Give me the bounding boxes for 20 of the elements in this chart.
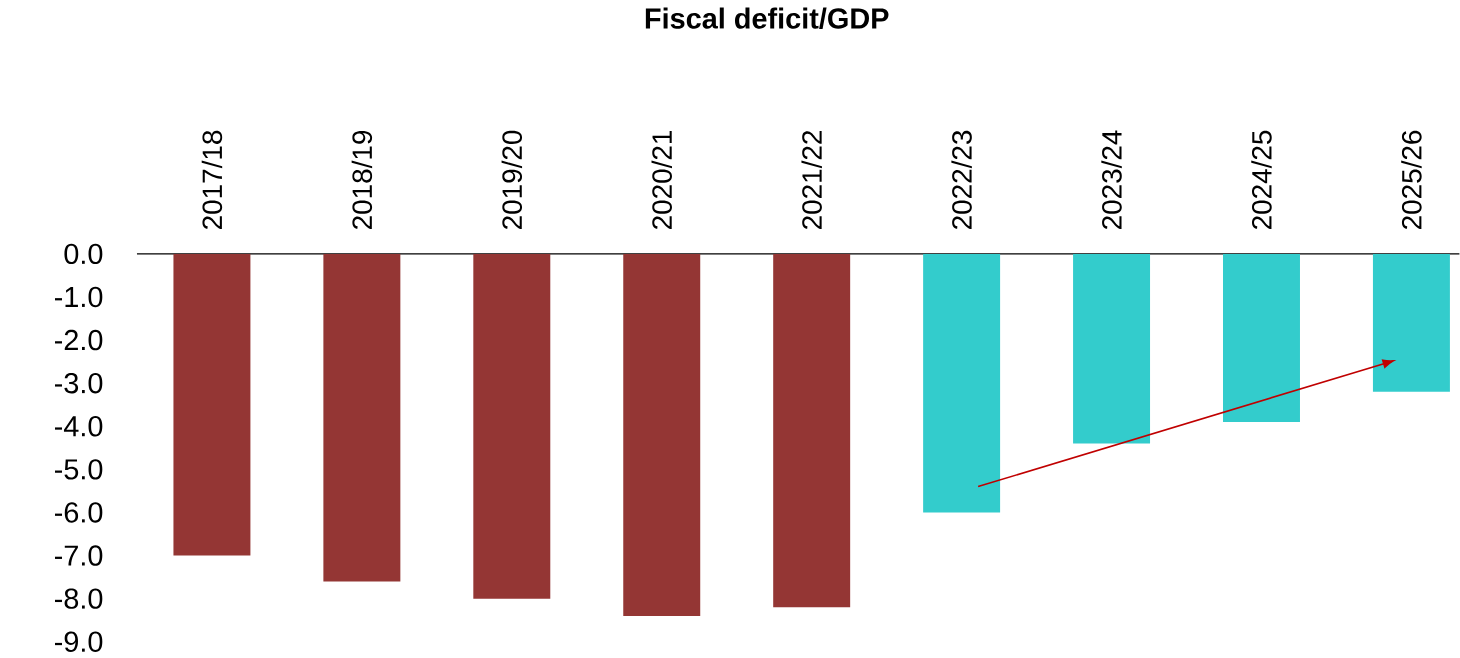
y-tick-label: -4.0 [54,416,103,437]
x-tick-label: 2023/24 [1101,130,1122,230]
x-tick-label: 2021/22 [801,131,822,230]
chart-title: Fiscal deficit/GDP [645,7,889,30]
y-tick-label: -2.0 [54,329,103,351]
y-tick-label: -8.0 [54,588,103,609]
y-tick-label: -7.0 [54,545,103,566]
x-tick-label: 2025/26 [1401,130,1422,230]
y-tick-label: -1.0 [54,286,103,308]
x-tick-label: 2024/25 [1251,130,1272,230]
x-tick-label: 2017/18 [201,130,223,230]
y-tick-label: 0.0 [64,243,103,265]
y-tick-label: -6.0 [54,502,103,523]
y-tick-label: -3.0 [54,373,103,394]
x-tick-label: 2019/20 [501,130,523,230]
x-tick-label: 2018/19 [351,131,373,230]
y-tick-label: -5.0 [54,459,103,480]
x-tick-label: 2022/23 [951,130,972,230]
y-tick-label: -9.0 [54,631,103,653]
x-tick-label: 2020/21 [651,131,672,230]
